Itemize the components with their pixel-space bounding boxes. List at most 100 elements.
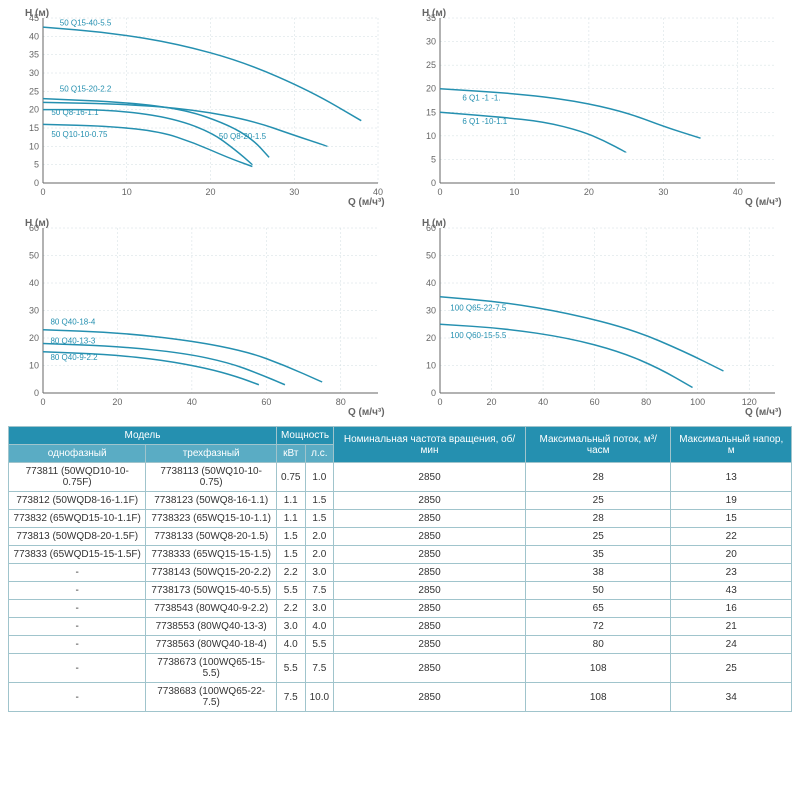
table-cell: 43	[671, 582, 792, 600]
table-cell: -	[9, 683, 146, 712]
svg-text:Q (м/ч³): Q (м/ч³)	[348, 407, 385, 418]
table-row: 773812 (50WQD8-16-1.1F)7738123 (50WQ8-16…	[9, 492, 792, 510]
svg-text:80: 80	[336, 397, 346, 407]
svg-text:10: 10	[509, 187, 519, 197]
table-cell: 2850	[334, 654, 526, 683]
svg-text:20: 20	[426, 333, 436, 343]
svg-text:25: 25	[426, 60, 436, 70]
svg-text:20: 20	[205, 187, 215, 197]
table-cell: 7738143 (50WQ15-20-2.2)	[146, 564, 277, 582]
col-subheader: л.с.	[305, 445, 334, 463]
svg-text:50 Q8-16-1.1: 50 Q8-16-1.1	[51, 108, 99, 117]
svg-text:H (м): H (м)	[422, 218, 446, 229]
table-cell: 2.0	[305, 546, 334, 564]
svg-text:Q (м/ч³): Q (м/ч³)	[745, 407, 782, 418]
table-row: -7738143 (50WQ15-20-2.2)2.23.028503823	[9, 564, 792, 582]
table-cell: 13	[671, 463, 792, 492]
table-cell: 7738333 (65WQ15-15-1.5)	[146, 546, 277, 564]
table-cell: 2850	[334, 463, 526, 492]
table-cell: -	[9, 564, 146, 582]
performance-chart-3: 0102030405060020406080H (м)Q (м/ч³)80 Q4…	[8, 218, 388, 418]
table-cell: 23	[671, 564, 792, 582]
svg-text:0: 0	[431, 388, 436, 398]
table-cell: 19	[671, 492, 792, 510]
svg-text:6 Q1 -1 -1.: 6 Q1 -1 -1.	[462, 94, 500, 103]
table-cell: 38	[526, 564, 671, 582]
svg-text:0: 0	[34, 178, 39, 188]
table-row: 773832 (65WQD15-10-1.1F)7738323 (65WQ15-…	[9, 510, 792, 528]
table-cell: 2850	[334, 683, 526, 712]
table-cell: 24	[671, 636, 792, 654]
table-cell: 5.5	[276, 582, 305, 600]
table-cell: 20	[671, 546, 792, 564]
svg-text:30: 30	[658, 187, 668, 197]
svg-text:80 Q40-13-3: 80 Q40-13-3	[50, 337, 95, 346]
table-cell: 1.0	[305, 463, 334, 492]
table-cell: 2850	[334, 528, 526, 546]
table-cell: 2850	[334, 510, 526, 528]
table-cell: 1.5	[305, 510, 334, 528]
table-cell: 2850	[334, 582, 526, 600]
table-cell: 10.0	[305, 683, 334, 712]
table-cell: 108	[526, 654, 671, 683]
svg-text:5: 5	[431, 154, 436, 164]
performance-chart-2: 05101520253035010203040H (м)Q (м/ч³)6 Q1…	[405, 8, 785, 208]
svg-text:0: 0	[40, 397, 45, 407]
table-cell: 3.0	[305, 600, 334, 618]
svg-text:20: 20	[584, 187, 594, 197]
table-cell: 773833 (65WQD15-15-1.5F)	[9, 546, 146, 564]
svg-text:Q (м/ч³): Q (м/ч³)	[745, 197, 782, 208]
svg-text:60: 60	[261, 397, 271, 407]
table-cell: 5.5	[276, 654, 305, 683]
table-cell: 65	[526, 600, 671, 618]
table-cell: -	[9, 654, 146, 683]
table-cell: 7.5	[305, 582, 334, 600]
svg-text:20: 20	[426, 84, 436, 94]
svg-text:5: 5	[34, 160, 39, 170]
svg-text:15: 15	[29, 123, 39, 133]
svg-text:0: 0	[437, 397, 442, 407]
svg-text:20: 20	[29, 105, 39, 115]
table-cell: -	[9, 636, 146, 654]
table-cell: 7738553 (80WQ40-13-3)	[146, 618, 277, 636]
col-header: Модель	[9, 427, 277, 445]
table-cell: 7738113 (50WQ10-10-0.75)	[146, 463, 277, 492]
svg-text:H (м): H (м)	[422, 8, 446, 19]
table-row: -7738553 (80WQ40-13-3)3.04.028507221	[9, 618, 792, 636]
svg-text:40: 40	[29, 31, 39, 41]
svg-text:H (м): H (м)	[25, 8, 49, 19]
table-cell: 2850	[334, 564, 526, 582]
table-cell: 21	[671, 618, 792, 636]
table-cell: 3.0	[305, 564, 334, 582]
table-cell: 7738543 (80WQ40-9-2.2)	[146, 600, 277, 618]
svg-text:80 Q40-9-2.2: 80 Q40-9-2.2	[50, 353, 98, 362]
table-cell: 7.5	[276, 683, 305, 712]
col-subheader: кВт	[276, 445, 305, 463]
svg-text:50 Q15-40-5.5: 50 Q15-40-5.5	[60, 18, 112, 27]
table-cell: 28	[526, 463, 671, 492]
table-cell: 108	[526, 683, 671, 712]
svg-text:50 Q10-10-0.75: 50 Q10-10-0.75	[51, 130, 108, 139]
svg-text:30: 30	[29, 306, 39, 316]
table-cell: 25	[526, 492, 671, 510]
svg-text:40: 40	[373, 187, 383, 197]
svg-text:6 Q1 -10-1.1: 6 Q1 -10-1.1	[462, 117, 507, 126]
table-cell: 2850	[334, 492, 526, 510]
table-cell: 7738123 (50WQ8-16-1.1)	[146, 492, 277, 510]
table-cell: 4.0	[276, 636, 305, 654]
table-row: 773833 (65WQD15-15-1.5F)7738333 (65WQ15-…	[9, 546, 792, 564]
table-cell: 16	[671, 600, 792, 618]
svg-text:50 Q15-20-2.2: 50 Q15-20-2.2	[60, 84, 112, 93]
table-cell: 3.0	[276, 618, 305, 636]
table-cell: 2850	[334, 636, 526, 654]
performance-chart-4: 0102030405060020406080100120H (м)Q (м/ч³…	[405, 218, 785, 418]
col-header: Мощность	[276, 427, 333, 445]
svg-text:30: 30	[29, 68, 39, 78]
svg-text:80 Q40-18-4: 80 Q40-18-4	[50, 317, 95, 326]
col-header: Номинальная частота вращения, об/мин	[334, 427, 526, 463]
charts-grid: 051015202530354045010203040H (м)Q (м/ч³)…	[8, 8, 792, 418]
table-cell: 0.75	[276, 463, 305, 492]
col-subheader: трехфазный	[146, 445, 277, 463]
table-cell: -	[9, 618, 146, 636]
svg-text:0: 0	[431, 178, 436, 188]
